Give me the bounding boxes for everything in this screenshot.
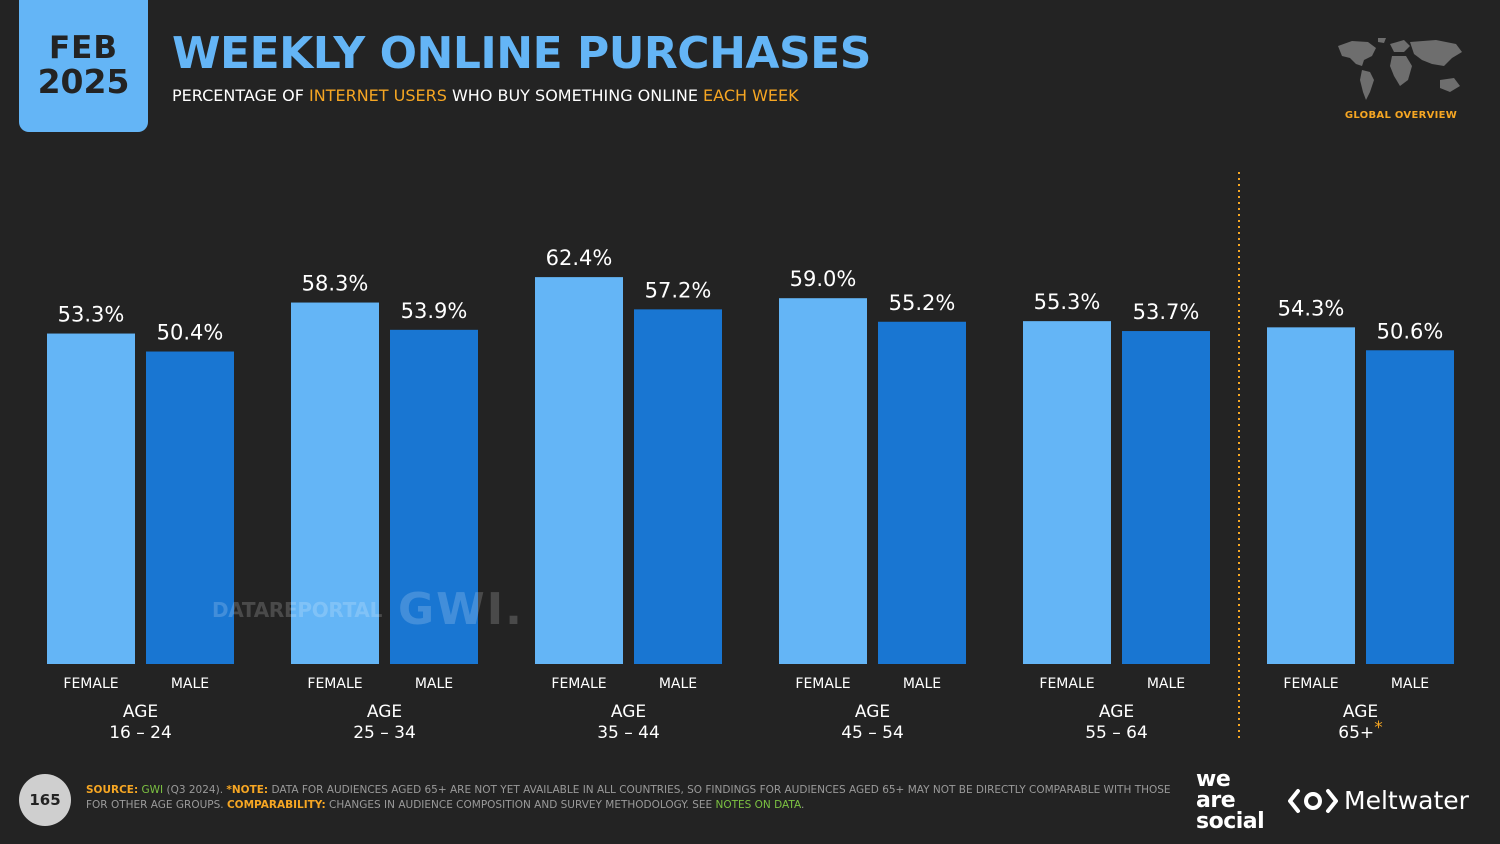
source-label: SOURCE: [86,784,139,796]
age-group-label: AGE [611,702,646,722]
bar-male [878,321,966,664]
data-label: 58.3% [302,272,369,296]
age-group-label: AGE [1343,702,1378,722]
bar-male [390,329,478,664]
footnote-asterisk: * [1374,718,1383,738]
subtitle-part: PERCENTAGE OF [172,86,309,105]
bar-female [779,298,867,664]
subtitle-highlight: EACH WEEK [703,86,799,105]
age-group-label: AGE [1099,702,1134,722]
global-overview-label: GLOBAL OVERVIEW [1344,110,1458,121]
bar-female [1023,321,1111,664]
logo-word: are [1196,788,1236,813]
bar-female [47,333,135,664]
gender-tick-label: MALE [415,676,453,692]
age-range-label: 16 – 24 [109,723,172,743]
page-title: WEEKLY ONLINE PURCHASES [172,28,871,79]
age-range-label: 45 – 54 [841,723,904,743]
date-month: FEB [49,30,118,67]
meltwater-wordmark: Meltwater [1344,786,1469,815]
comparability-text: CHANGES IN AUDIENCE COMPOSITION AND SURV… [325,799,716,811]
source-text: (Q3 2024). [163,784,227,796]
age-group-label: AGE [855,702,890,722]
logo-word: we [1196,767,1231,792]
gender-tick-label: FEMALE [1039,676,1094,692]
data-label: 55.2% [889,291,956,315]
logo-word: social [1196,809,1265,834]
notes-on-data-link[interactable]: NOTES ON DATA [715,799,801,811]
bar-male [1366,350,1454,664]
bar-male [634,309,722,664]
gender-tick-label: MALE [659,676,697,692]
data-label: 62.4% [546,246,613,270]
data-label: 53.3% [58,303,125,327]
gender-tick-label: FEMALE [551,676,606,692]
age-range-label: 65+* [1338,718,1382,743]
we-are-social-logo: we are social [1196,767,1265,834]
source-link[interactable]: GWI [141,784,164,796]
gender-tick-label: MALE [1391,676,1429,692]
bar-female [535,277,623,664]
bar-male [146,351,234,664]
data-label: 57.2% [645,278,712,302]
data-label: 59.0% [790,267,857,291]
footnote-end: . [800,799,805,811]
bar-female [1267,327,1355,664]
age-group-label: AGE [367,702,402,722]
age-group-label: AGE [123,702,158,722]
meltwater-logo-icon [1288,788,1338,813]
age-range-label: 55 – 64 [1085,723,1148,743]
data-label: 50.6% [1377,319,1444,343]
subtitle-part: WHO BUY SOMETHING ONLINE [446,86,704,105]
footnote: SOURCE: GWI (Q3 2024). *NOTE: DATA FOR A… [86,783,1176,813]
bar-male [1122,331,1210,664]
note-label: *NOTE: [226,784,269,796]
subtitle-highlight: INTERNET USERS [309,86,447,105]
gender-tick-label: FEMALE [307,676,362,692]
date-badge: FEB 2025 [19,0,148,132]
note-text: DATA FOR AUDIENCES AGED 65+ ARE NOT YET … [86,784,1171,811]
age-range-label: 25 – 34 [353,723,416,743]
data-label: 55.3% [1034,290,1101,314]
gender-tick-label: FEMALE [1283,676,1338,692]
data-label: 53.7% [1133,300,1200,324]
data-label: 53.9% [401,299,468,323]
meltwater-logo: Meltwater [1288,786,1469,815]
gender-tick-label: MALE [171,676,209,692]
data-label: 50.4% [157,321,224,345]
comparability-label: COMPARABILITY: [226,799,326,811]
data-label: 54.3% [1278,296,1345,320]
gender-tick-label: MALE [1147,676,1185,692]
gender-tick-label: FEMALE [795,676,850,692]
page-number: 165 [19,774,71,826]
bar-female [291,302,379,664]
world-map-icon [1338,38,1462,100]
page-subtitle: PERCENTAGE OF INTERNET USERS WHO BUY SOM… [172,86,799,105]
gender-tick-label: MALE [903,676,941,692]
gender-tick-label: FEMALE [63,676,118,692]
age-range-label: 35 – 44 [597,723,660,743]
date-year: 2025 [37,61,130,101]
